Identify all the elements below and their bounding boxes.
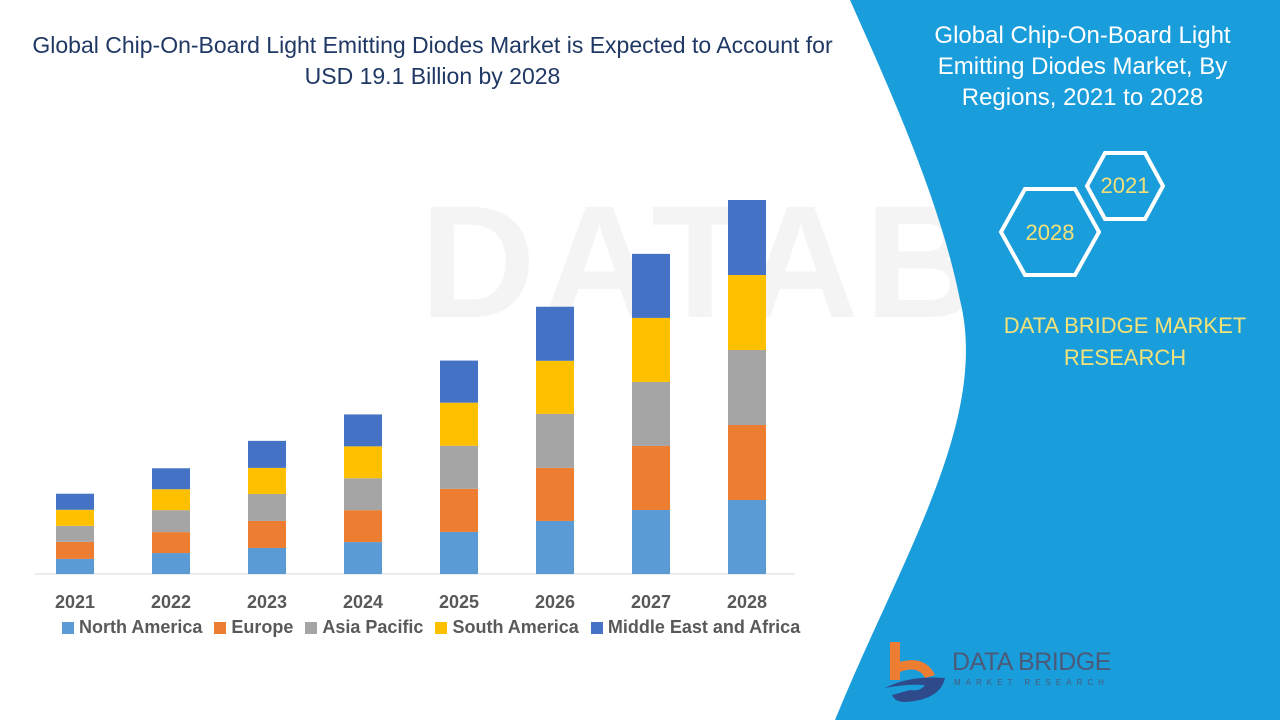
bar-segment-2022-north-america: [152, 553, 190, 574]
x-tick-label: 2028: [727, 592, 767, 612]
brand-text: DATA BRIDGE MARKET RESEARCH: [1003, 313, 1247, 370]
bar-segment-2028-asia-pacific: [728, 350, 766, 425]
legend-item: North America: [62, 617, 202, 638]
bar-segment-2027-south-america: [632, 317, 670, 382]
bar-segment-2026-south-america: [536, 360, 574, 414]
hexagon-2028-icon: [998, 187, 1102, 277]
bar-segment-2021-asia-pacific: [56, 525, 94, 542]
data-bridge-logo-icon: [885, 642, 945, 702]
bar-segment-2025-europe: [440, 488, 478, 532]
bar-segment-2026-asia-pacific: [536, 413, 574, 468]
x-tick-label: 2025: [439, 592, 479, 612]
bar-segment-2026-europe: [536, 467, 574, 521]
legend-item: Asia Pacific: [305, 617, 423, 638]
logo-name: DATA BRIDGE: [952, 648, 1111, 676]
bar-segment-2026-north-america: [536, 520, 574, 574]
bar-segment-2028-middle-east-and-africa: [728, 200, 766, 276]
bar-segment-2028-europe: [728, 424, 766, 500]
x-tick-label: 2021: [55, 592, 95, 612]
bar-segment-2022-middle-east-and-africa: [152, 468, 190, 490]
legend-swatch: [590, 621, 603, 634]
logo-subtitle: MARKET RESEARCH: [954, 678, 1109, 687]
bar-segment-2027-north-america: [632, 509, 670, 574]
bar-segment-2024-north-america: [344, 542, 382, 574]
bar-segment-2025-asia-pacific: [440, 445, 478, 489]
bar-segment-2023-middle-east-and-africa: [248, 440, 286, 468]
bar-segment-2027-europe: [632, 445, 670, 510]
bar-segment-2028-south-america: [728, 275, 766, 351]
bar-segment-2027-asia-pacific: [632, 381, 670, 446]
bar-segment-2025-middle-east-and-africa: [440, 360, 478, 403]
side-panel-title: Global Chip-On-Board Light Emitting Diod…: [934, 22, 1231, 111]
bar-segment-2027-middle-east-and-africa: [632, 253, 670, 318]
legend-label: North America: [79, 617, 203, 637]
legend-item: Europe: [214, 617, 293, 638]
x-tick-label: 2022: [151, 592, 191, 612]
legend-swatch: [305, 621, 318, 634]
bar-segment-2022-europe: [152, 532, 190, 554]
bar-segment-2023-north-america: [248, 547, 286, 574]
legend: North America Europe Asia Pacific South Ame…: [62, 617, 800, 638]
bar-segment-2024-europe: [344, 510, 382, 543]
legend-item: Middle East and Africa: [590, 617, 801, 638]
bar-segment-2021-middle-east-and-africa: [56, 493, 94, 510]
bar-segment-2021-north-america: [56, 558, 94, 574]
bar-segment-2021-europe: [56, 541, 94, 559]
x-tick-label: 2023: [247, 592, 287, 612]
bar-segment-2023-south-america: [248, 467, 286, 494]
bar-segment-2024-middle-east-and-africa: [344, 414, 382, 447]
x-tick-label: 2027: [631, 592, 671, 612]
bar-segment-2028-north-america: [728, 499, 766, 574]
bar-segment-2023-europe: [248, 520, 286, 548]
x-tick-label: 2026: [535, 592, 575, 612]
bar-segment-2026-middle-east-and-africa: [536, 306, 574, 361]
legend-label: Europe: [231, 617, 294, 637]
legend-label: South America: [452, 617, 579, 637]
bar-segment-2024-asia-pacific: [344, 478, 382, 511]
legend-label: Middle East and Africa: [607, 617, 801, 637]
legend-swatch: [435, 621, 448, 634]
bar-segment-2024-south-america: [344, 446, 382, 479]
legend-label: Asia Pacific: [322, 617, 424, 637]
bar-segment-2023-asia-pacific: [248, 493, 286, 521]
bar-segment-2021-south-america: [56, 509, 94, 526]
hexagon-2021-icon: [1084, 151, 1166, 221]
bar-segment-2022-south-america: [152, 489, 190, 511]
legend-swatch: [214, 621, 227, 634]
legend-swatch: [62, 621, 74, 634]
hex-label-2028: 2028: [1025, 220, 1075, 245]
bar-segment-2025-south-america: [440, 402, 478, 446]
page-title: Global Chip-On-Board Light Emitting Diod…: [32, 32, 833, 89]
bar-segment-2022-asia-pacific: [152, 510, 190, 533]
hex-label-2021: 2021: [1100, 173, 1150, 198]
bar-segment-2025-north-america: [440, 531, 478, 574]
x-tick-label: 2024: [343, 592, 383, 612]
legend-item: South America: [435, 617, 579, 638]
stacked-bar-chart: 2021 2022 2023 2024 2025 2026 2027 2028: [35, 200, 795, 612]
